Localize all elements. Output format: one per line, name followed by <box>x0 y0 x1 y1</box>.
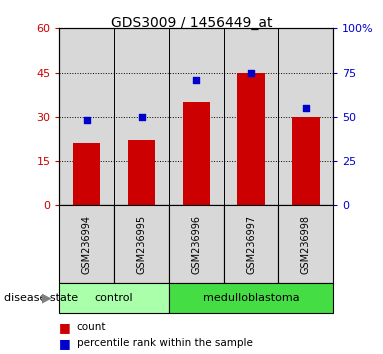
Text: medulloblastoma: medulloblastoma <box>203 293 300 303</box>
Bar <box>292 117 319 205</box>
Bar <box>237 73 265 205</box>
Text: GDS3009 / 1456449_at: GDS3009 / 1456449_at <box>111 16 272 30</box>
Point <box>248 70 254 75</box>
Bar <box>183 102 210 205</box>
Text: disease state: disease state <box>4 293 78 303</box>
Point <box>83 118 90 123</box>
Point <box>193 77 199 82</box>
Text: ■: ■ <box>59 321 71 334</box>
Text: ▶: ▶ <box>42 292 52 305</box>
Point <box>139 114 145 120</box>
Text: GSM236998: GSM236998 <box>301 215 311 274</box>
Bar <box>73 143 100 205</box>
Text: GSM236996: GSM236996 <box>191 215 201 274</box>
Text: GSM236997: GSM236997 <box>246 215 256 274</box>
Text: count: count <box>77 322 106 332</box>
Text: GSM236994: GSM236994 <box>82 215 92 274</box>
Point <box>303 105 309 111</box>
Text: ■: ■ <box>59 337 71 350</box>
Text: control: control <box>95 293 133 303</box>
Bar <box>128 141 155 205</box>
Text: percentile rank within the sample: percentile rank within the sample <box>77 338 252 348</box>
Text: GSM236995: GSM236995 <box>136 215 147 274</box>
